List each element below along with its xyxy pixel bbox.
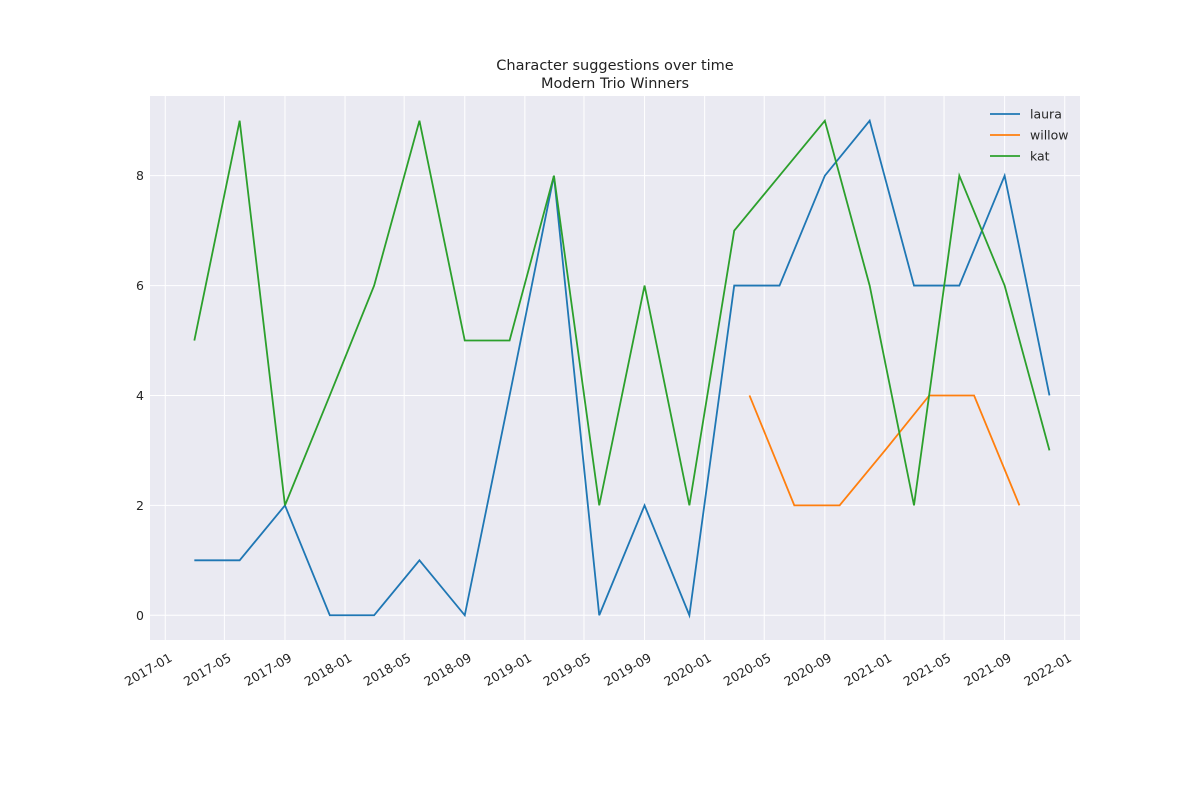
legend-label-kat: kat — [1030, 149, 1050, 164]
y-tick-label: 6 — [136, 278, 144, 293]
x-tick-label: 2018-05 — [361, 650, 414, 689]
x-tick-label: 2022-01 — [1021, 650, 1074, 689]
y-tick-label: 8 — [136, 168, 144, 183]
x-tick-label: 2019-05 — [541, 650, 594, 689]
series-line-kat — [193, 118, 1051, 506]
chart-title: Character suggestions over time — [496, 58, 734, 74]
legend-label-willow: willow — [1030, 128, 1069, 143]
y-tick-labels: 0 2 4 6 8 — [136, 168, 144, 623]
legend: laura willow kat — [990, 107, 1069, 164]
y-tick-label: 2 — [136, 498, 144, 513]
x-tick-label: 2017-01 — [122, 650, 175, 689]
series-line-laura — [194, 118, 1051, 619]
x-tick-label: 2020-01 — [661, 650, 714, 689]
x-tick-labels: 2017-01 2017-05 2017-09 2018-01 2018-05 2018-… — [122, 650, 1074, 689]
x-tick-label: 2018-01 — [302, 650, 355, 689]
x-tick-label: 2017-09 — [242, 650, 295, 689]
y-gridlines — [150, 175, 1080, 616]
x-tick-label: 2020-09 — [781, 650, 834, 689]
x-tick-label: 2019-01 — [481, 650, 534, 689]
chart-subtitle: Modern Trio Winners — [541, 76, 689, 92]
series-line-willow — [748, 394, 1021, 507]
legend-label-laura: laura — [1030, 107, 1062, 122]
x-gridlines — [164, 96, 1066, 640]
y-tick-label: 0 — [136, 608, 144, 623]
x-tick-label: 2019-09 — [601, 650, 654, 689]
plot-area — [150, 96, 1080, 640]
series-layer — [193, 118, 1051, 619]
x-tick-label: 2020-05 — [721, 650, 774, 689]
x-tick-label: 2021-09 — [961, 650, 1014, 689]
x-tick-label: 2017-05 — [181, 650, 234, 689]
x-tick-label: 2018-09 — [421, 650, 474, 689]
x-tick-label: 2021-05 — [901, 650, 954, 689]
y-tick-label: 4 — [136, 388, 144, 403]
x-tick-label: 2021-01 — [842, 650, 895, 689]
